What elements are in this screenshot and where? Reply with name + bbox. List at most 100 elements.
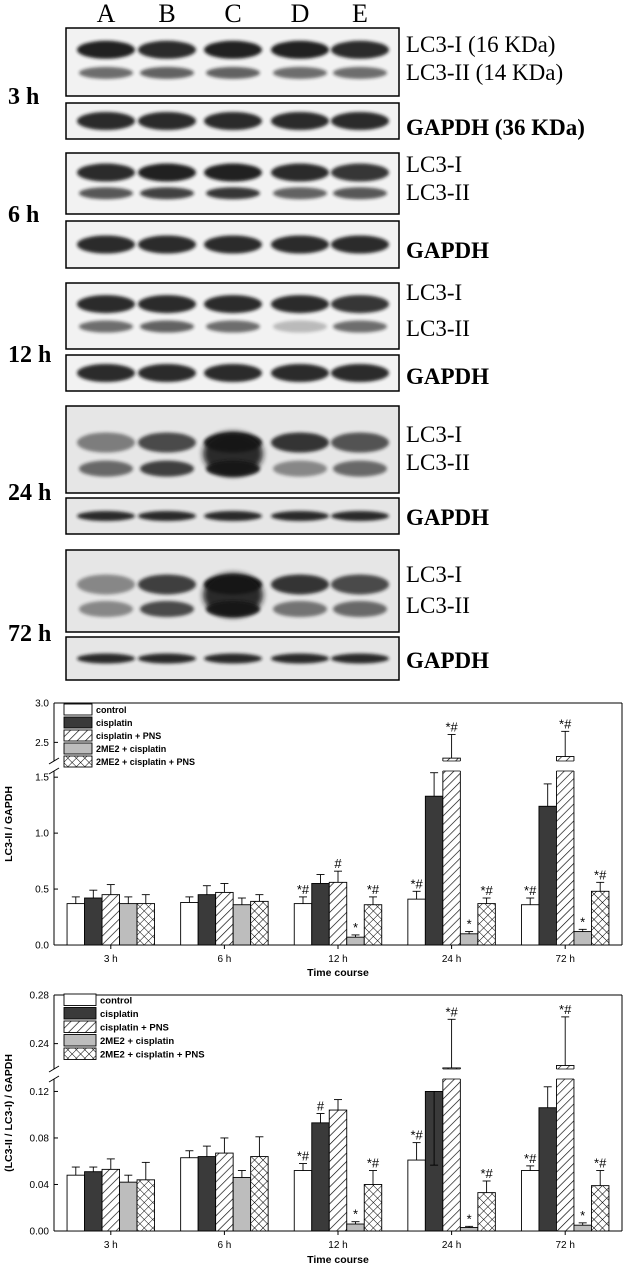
axis-break-mark <box>48 767 60 775</box>
bar-cisplatin <box>84 1171 103 1232</box>
bar-2me2-cisplatin <box>119 903 138 946</box>
bar-cisplatin-pns <box>101 894 121 946</box>
bar-2me2-cisplatin <box>346 1223 365 1232</box>
significance-label: *# <box>297 882 310 897</box>
lc3-i-band <box>271 295 329 314</box>
significance-label: * <box>353 1207 358 1222</box>
legend-swatch <box>63 1020 97 1033</box>
significance-label: *# <box>480 883 493 898</box>
significance-label: *# <box>445 1004 458 1019</box>
bar-2me2-cisplatin-pns <box>363 904 383 946</box>
legend-swatch <box>63 716 93 729</box>
lc3-ii-band <box>206 66 260 79</box>
lc3-ii-band <box>140 320 194 333</box>
bar-control <box>407 1159 426 1232</box>
lc3-i-band <box>138 574 196 595</box>
bar-2me2-cisplatin-pns <box>477 903 496 946</box>
y-tick-label: 1.0 <box>35 829 49 840</box>
legend-entry: cisplatin + PNS <box>96 731 161 741</box>
bar-2me2-cisplatin-pns <box>250 900 269 946</box>
lc3-ii-label: LC3-II <box>406 180 470 205</box>
bar-control <box>66 903 86 946</box>
lc3-ii-band <box>333 460 387 477</box>
lc3-i-band <box>77 432 135 453</box>
significance-label: * <box>580 914 585 929</box>
x-axis-label: Time course <box>307 1254 369 1266</box>
bar-2me2-cisplatin-pns <box>363 1184 383 1232</box>
lc3-ii-band <box>79 187 133 200</box>
gapdh-band <box>331 112 389 130</box>
lc3-ii-band <box>273 460 327 477</box>
x-tick-label: 72 h <box>555 954 574 965</box>
timepoint-label: 72 h <box>8 621 51 647</box>
gapdh-band <box>271 511 329 521</box>
lc3-ii-band <box>140 66 194 79</box>
significance-label: *# <box>524 883 537 898</box>
lane-label: C <box>224 0 241 28</box>
bar-break-gap <box>555 1069 575 1079</box>
lc3-ii-label: LC3-II (14 KDa) <box>406 60 563 85</box>
significance-label: *# <box>410 876 423 891</box>
bar-cisplatin <box>197 1156 217 1232</box>
lc3-ii-band <box>333 66 387 79</box>
gapdh-label: GAPDH <box>406 238 489 263</box>
lc3-membrane <box>65 152 400 215</box>
lc3-i-band <box>204 40 262 59</box>
lc3-i-band <box>271 40 329 59</box>
bar-cisplatin-pns <box>215 891 234 946</box>
gapdh-band <box>138 511 196 521</box>
bar-cisplatin <box>311 883 330 946</box>
significance-label: * <box>467 917 472 932</box>
gapdh-band <box>204 511 262 521</box>
y-tick-label: 3.0 <box>35 699 49 710</box>
bar-cisplatin <box>311 1122 330 1232</box>
y-tick-label: 1.5 <box>35 773 49 784</box>
lc3-ii-band <box>333 187 387 200</box>
significance-label: *# <box>367 882 380 897</box>
legend-entry: cisplatin <box>100 1009 139 1020</box>
lc3-i-band <box>331 574 389 595</box>
significance-label: *# <box>367 1156 380 1171</box>
bar-break-gap <box>441 1069 462 1079</box>
gapdh-band <box>77 653 135 664</box>
lc3-ii-band <box>273 66 327 79</box>
lc3-membrane <box>65 27 400 97</box>
legend-swatch <box>63 1047 97 1060</box>
axis-break-mark <box>48 1065 60 1073</box>
bar-control <box>293 1170 313 1232</box>
bar-2me2-cisplatin <box>119 1181 138 1232</box>
lc3-i-label: LC3-I <box>406 152 462 177</box>
significance-label: *# <box>410 1128 423 1143</box>
bar-2me2-cisplatin-pns <box>136 903 156 946</box>
timepoint-label: 3 h <box>8 84 39 110</box>
gapdh-band <box>271 653 329 664</box>
bar-control <box>293 903 313 946</box>
gapdh-band <box>204 235 262 254</box>
x-tick-label: 6 h <box>217 1240 231 1251</box>
significance-label: *# <box>559 716 572 731</box>
gapdh-band <box>138 235 196 254</box>
gapdh-band <box>138 364 196 382</box>
lc3-i-label: LC3-I <box>406 280 462 305</box>
bar-cisplatin <box>84 897 103 946</box>
legend-entry: 2ME2 + cisplatin + PNS <box>100 1050 205 1061</box>
lc3-ii-band <box>140 601 194 618</box>
lc3-i-band <box>331 432 389 453</box>
bar-2me2-cisplatin-pns <box>477 1192 496 1232</box>
bar-control <box>180 902 199 946</box>
lc3-ii-band <box>79 601 133 618</box>
timepoint-label: 24 h <box>8 480 51 506</box>
lc3-i-band <box>138 432 196 453</box>
legend-swatch <box>63 1007 97 1020</box>
timepoint-label: 6 h <box>8 202 39 228</box>
y-tick-label: 0.12 <box>30 1087 50 1098</box>
x-axis-label: Time course <box>307 967 369 979</box>
blot-72h: 72 h LC3-I LC3-II GAPDH <box>8 549 489 681</box>
lane-label: E <box>352 0 368 28</box>
bar-cisplatin <box>197 894 217 946</box>
gapdh-band <box>331 653 389 664</box>
lc3-i-label: LC3-I <box>406 562 462 587</box>
lc3-i-band <box>271 574 329 595</box>
lc3-ii-band <box>206 320 260 333</box>
significance-label: * <box>467 1211 472 1226</box>
